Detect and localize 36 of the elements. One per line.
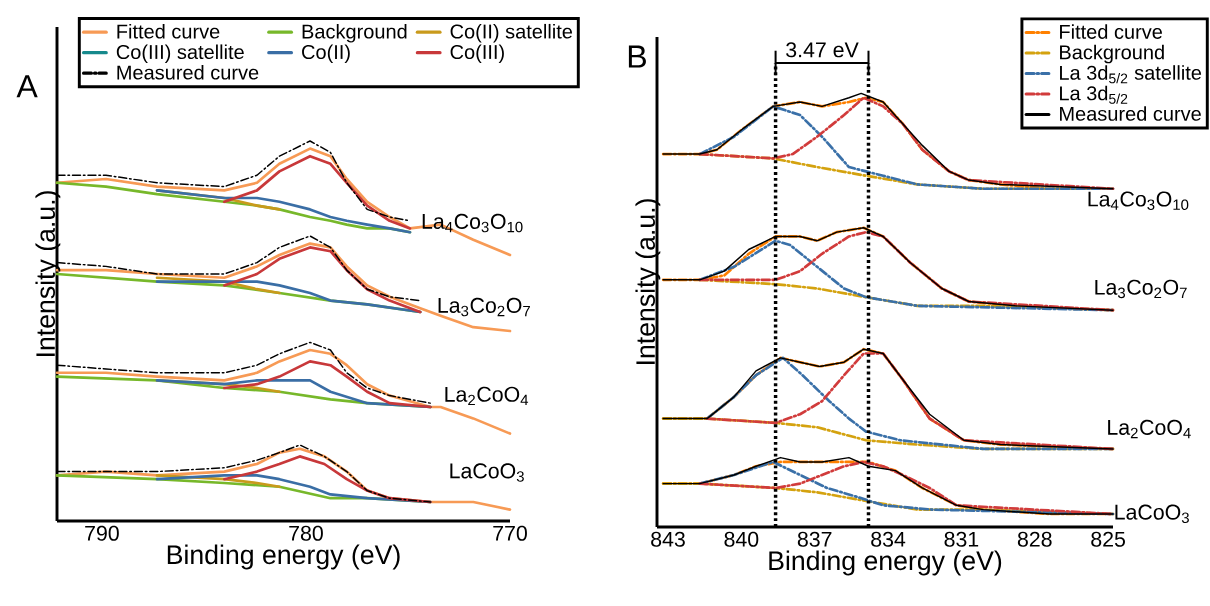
y-axis-title: Intensity (a.u.) [635, 199, 661, 364]
x-tick-label: 828 [1017, 531, 1052, 547]
x-axis-title: Binding energy (eV) [769, 550, 1002, 576]
x-tick-label: 831 [944, 531, 979, 547]
annotation: La$_{3}$Co$_{2}$O$_{7}$ [438, 297, 530, 317]
legend-label: Fitted curve [1060, 24, 1162, 39]
legend-label: Co(II) satellite [450, 23, 573, 43]
legend-label: Co(III) satellite [116, 44, 244, 64]
text: 3.47 eV [786, 42, 859, 58]
legend-label: Fitted curve [117, 23, 220, 39]
x-tick-label: 790 [85, 525, 119, 541]
legend-label: La 3d$_{5/2}$ satellite [1060, 65, 1202, 84]
x-tick-label: 834 [871, 531, 906, 547]
annotation: La$_{2}$CoO$_{4}$ [445, 386, 529, 406]
y-axis-title: Intensity (a.u.) [35, 191, 61, 356]
chart-title: B [628, 45, 646, 68]
x-tick-label: 770 [493, 525, 527, 541]
text: LaCoO$_{3}$ [1115, 504, 1189, 524]
annotation: La$_{2}$CoO$_{4}$ [1108, 419, 1191, 439]
x-tick-label: 780 [289, 525, 323, 541]
x-tick-label: 837 [797, 531, 832, 547]
legend-label: Measured curve [1060, 106, 1201, 121]
legend-label: Co(III) [450, 44, 504, 64]
chart-title: A [16, 75, 38, 98]
x-axis-title: Binding energy (eV) [167, 544, 400, 570]
annotation: LaCoO$_{3}$ [450, 463, 524, 482]
legend-label: Background [302, 23, 407, 43]
legend-label: Measured curve [117, 64, 259, 80]
legend-label: Background [1060, 44, 1164, 64]
x-tick-label: 840 [724, 531, 759, 547]
legend-label: La 3d$_{5/2}$ [1060, 85, 1128, 104]
annotation: La$_{3}$Co$_{2}$O$_{7}$ [1095, 279, 1187, 299]
legend-label: Co(II) [302, 44, 350, 64]
x-tick-label: 843 [651, 531, 685, 547]
x-tick-label: 825 [1091, 531, 1125, 547]
annotation: La$_{4}$Co$_{3}$O$_{10}$ [1088, 191, 1189, 210]
